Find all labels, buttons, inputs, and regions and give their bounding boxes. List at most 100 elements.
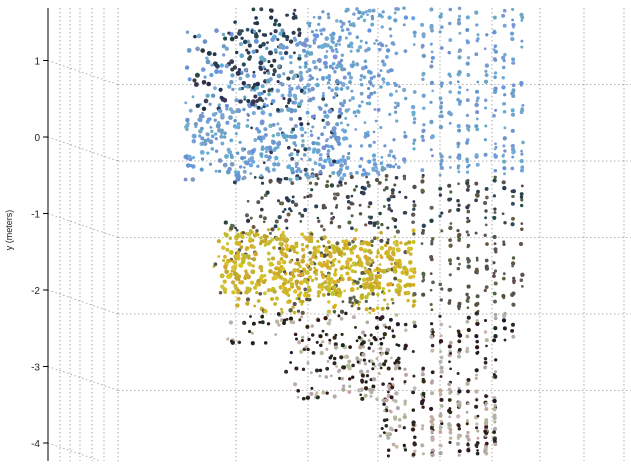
data-point	[476, 449, 479, 452]
data-point	[307, 99, 311, 103]
data-point	[420, 22, 425, 27]
data-point	[278, 44, 283, 50]
data-point	[510, 36, 515, 42]
data-point	[430, 28, 434, 33]
data-point	[345, 271, 350, 276]
data-point	[448, 299, 452, 303]
data-point	[316, 239, 320, 243]
data-point	[361, 352, 366, 357]
data-point	[386, 197, 391, 202]
data-point	[258, 291, 263, 296]
data-point	[358, 212, 363, 216]
data-point	[403, 448, 408, 452]
data-point	[380, 156, 384, 159]
data-point	[321, 10, 325, 14]
data-point	[502, 144, 506, 148]
data-point	[307, 297, 312, 302]
data-point	[324, 375, 329, 379]
data-point	[243, 95, 247, 99]
data-point	[345, 85, 350, 90]
data-point	[501, 293, 506, 299]
data-point	[191, 164, 196, 169]
data-point	[476, 436, 480, 440]
data-point	[475, 422, 479, 426]
data-point	[280, 93, 285, 98]
data-point	[493, 442, 498, 447]
data-point	[448, 430, 453, 435]
data-point	[365, 269, 371, 275]
data-point	[336, 278, 341, 284]
data-point	[369, 288, 374, 293]
data-point	[251, 49, 256, 54]
data-point	[439, 46, 444, 50]
data-point	[331, 246, 336, 251]
data-point	[302, 85, 307, 90]
data-point	[360, 185, 365, 190]
data-point	[313, 65, 318, 70]
data-point	[346, 155, 351, 161]
data-point	[264, 154, 269, 159]
data-point	[455, 441, 461, 446]
data-point	[465, 170, 470, 174]
data-point	[456, 207, 461, 212]
data-point	[501, 65, 506, 70]
data-point	[411, 349, 415, 354]
data-point	[385, 306, 390, 310]
data-point	[326, 321, 331, 326]
data-point	[322, 235, 327, 240]
data-point	[439, 162, 443, 166]
data-point	[353, 270, 357, 274]
data-point	[431, 89, 435, 93]
data-point	[347, 220, 352, 225]
data-point	[185, 127, 189, 132]
data-point	[349, 41, 354, 46]
data-point	[218, 290, 223, 295]
data-point	[510, 143, 515, 149]
data-point	[391, 216, 395, 221]
data-point	[363, 362, 368, 366]
data-point	[313, 37, 317, 42]
data-point	[193, 34, 197, 39]
data-point	[342, 128, 348, 134]
data-point	[466, 260, 470, 264]
data-point	[307, 146, 312, 151]
data-point	[403, 131, 407, 134]
data-point	[501, 212, 505, 216]
data-point	[198, 129, 203, 134]
data-point	[429, 288, 433, 292]
data-point	[300, 335, 305, 339]
data-point	[319, 44, 325, 50]
data-point	[203, 98, 209, 104]
data-point	[304, 53, 308, 58]
data-point	[342, 252, 347, 256]
data-point	[230, 340, 235, 345]
data-point	[493, 211, 497, 214]
data-point	[282, 321, 286, 325]
data-point	[387, 153, 392, 158]
data-point	[502, 326, 507, 331]
data-point	[370, 244, 374, 247]
data-point	[374, 119, 378, 123]
data-point	[465, 419, 469, 423]
data-point	[406, 250, 411, 254]
data-point	[259, 269, 264, 273]
data-point	[338, 158, 344, 163]
data-point	[327, 78, 332, 82]
data-point	[242, 253, 248, 259]
data-point	[326, 149, 331, 153]
data-point	[274, 236, 280, 242]
data-point	[321, 275, 326, 280]
data-point	[520, 149, 523, 153]
data-point	[267, 92, 271, 97]
data-point	[386, 267, 391, 272]
data-point	[393, 225, 398, 229]
data-point	[248, 329, 252, 334]
data-point	[278, 51, 283, 56]
data-point	[311, 125, 315, 129]
data-point	[324, 206, 328, 210]
data-point	[274, 219, 279, 224]
data-point	[307, 337, 311, 342]
data-point	[232, 180, 237, 185]
data-point	[341, 384, 346, 388]
data-point	[273, 48, 278, 53]
